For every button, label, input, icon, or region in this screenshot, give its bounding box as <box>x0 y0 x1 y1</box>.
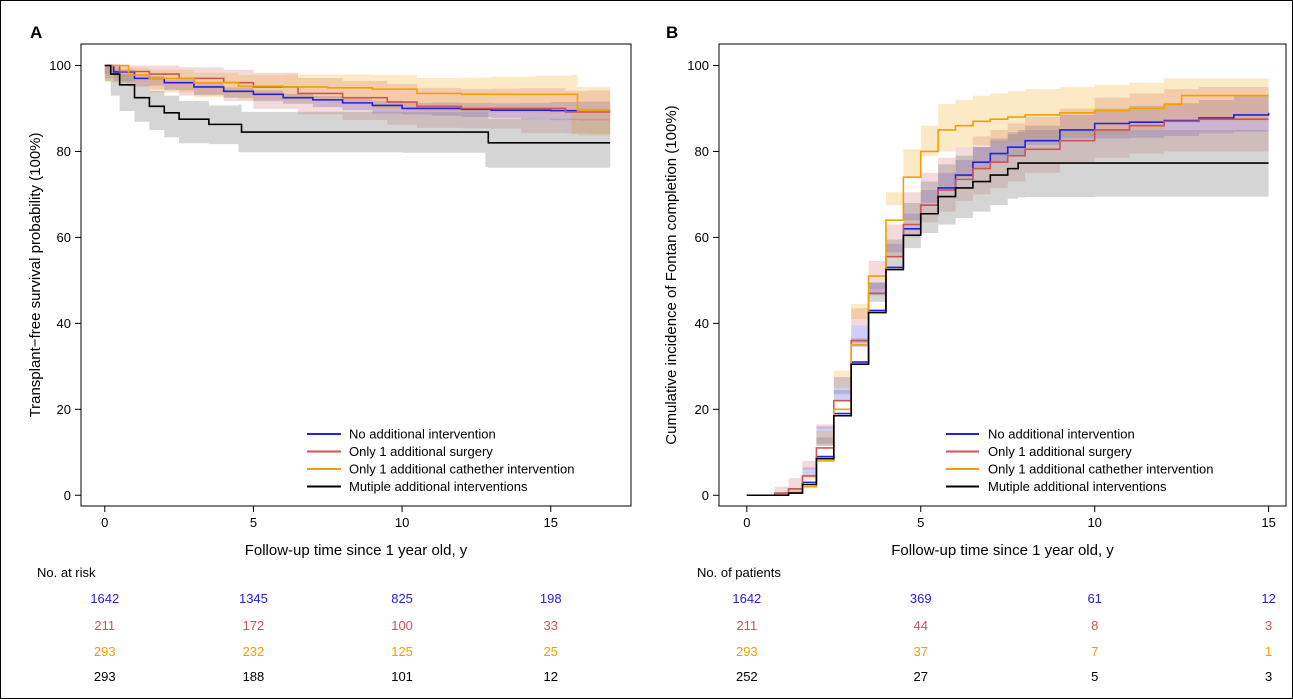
risk-table-cell: 33 <box>543 618 557 633</box>
legend-label-no-additional-intervention: No additional intervention <box>349 427 496 442</box>
risk-table-cell: 252 <box>736 669 758 684</box>
legend-label-only-1-additional-cathether-intervention: Only 1 additional cathether intervention <box>349 462 574 477</box>
series-line-mutiple-additional-interventions <box>746 162 1269 497</box>
legend-label-mutiple-additional-interventions: Mutiple additional interventions <box>349 479 528 494</box>
ci-band-mutiple-additional-interventions <box>746 129 1269 496</box>
series-line-only-1-additional-cathether-intervention <box>104 64 611 112</box>
x-tick-label: 5 <box>250 515 257 530</box>
ci-band-mutiple-additional-interventions <box>104 65 611 168</box>
risk-table-cell: 101 <box>391 669 413 684</box>
y-tick-label: 40 <box>695 316 709 331</box>
series-line-mutiple-additional-interventions <box>104 64 611 144</box>
risk-table-cell: 1642 <box>732 591 761 606</box>
risk-table-cell: 211 <box>736 618 757 633</box>
risk-table-cell: 293 <box>736 644 758 659</box>
plot-area <box>718 43 1287 507</box>
panel-letter: B <box>666 23 678 42</box>
legend-label-mutiple-additional-interventions: Mutiple additional interventions <box>988 479 1167 494</box>
legend-label-only-1-additional-surgery: Only 1 additional surgery <box>349 444 493 459</box>
risk-table-cell: 8 <box>1091 618 1098 633</box>
series-line-only-1-additional-cathether-intervention <box>746 94 1269 497</box>
y-tick-label: 0 <box>64 488 71 503</box>
y-axis-label: Cumulative incidence of Fontan completio… <box>663 105 680 444</box>
x-tick-label: 15 <box>1261 515 1275 530</box>
legend-label-only-1-additional-surgery: Only 1 additional surgery <box>988 444 1132 459</box>
y-tick-label: 40 <box>57 316 71 331</box>
risk-table-cell: 188 <box>243 669 265 684</box>
y-tick-label: 0 <box>702 488 709 503</box>
risk-table-cell: 5 <box>1091 669 1098 684</box>
ci-band-no-additional-intervention <box>104 65 611 121</box>
risk-table-cell: 3 <box>1265 669 1272 684</box>
risk-table-cell: 1 <box>1265 644 1272 659</box>
risk-table-cell: 1345 <box>239 591 268 606</box>
x-tick-label: 15 <box>543 515 557 530</box>
plot-area <box>80 43 632 507</box>
risk-table-cell: 100 <box>391 618 413 633</box>
risk-table-cell: 12 <box>543 669 557 684</box>
legend: No additional intervention Only 1 additio… <box>946 427 1213 494</box>
risk-table-cell: 61 <box>1087 591 1101 606</box>
x-tick-label: 10 <box>1087 515 1101 530</box>
x-tick-label: 10 <box>395 515 409 530</box>
risk-table-cell: 3 <box>1265 618 1272 633</box>
panel-a: A 0 5 10 15 0 20 40 60 80 100 Follow-up time since … <box>27 23 632 684</box>
y-axis-label: Transplant−free survival probability (10… <box>27 133 44 418</box>
risk-table-cell: 369 <box>910 591 932 606</box>
risk-table-cell: 27 <box>914 669 928 684</box>
risk-table-cell: 1642 <box>90 591 119 606</box>
x-tick-label: 0 <box>743 515 750 530</box>
series-line-only-1-additional-surgery <box>104 64 611 113</box>
series-line-no-additional-intervention <box>104 64 611 112</box>
risk-table-cell: 198 <box>540 591 562 606</box>
risk-table-cell: 825 <box>391 591 413 606</box>
legend: No additional intervention Only 1 additio… <box>307 427 574 494</box>
y-tick-label: 100 <box>687 58 709 73</box>
y-tick-label: 80 <box>695 144 709 159</box>
risk-table-cell: 293 <box>94 669 116 684</box>
risk-table-cell: 172 <box>243 618 265 633</box>
risk-table-cell: 44 <box>914 618 928 633</box>
y-tick-label: 20 <box>695 402 709 417</box>
x-axis-label: Follow-up time since 1 year old, y <box>245 542 468 559</box>
risk-table-cell: 211 <box>94 618 115 633</box>
y-tick-label: 60 <box>57 230 71 245</box>
risk-table-cell: 25 <box>543 644 557 659</box>
x-tick-label: 0 <box>101 515 108 530</box>
panel-letter: A <box>30 23 42 42</box>
legend-label-no-additional-intervention: No additional intervention <box>988 427 1135 442</box>
risk-table-cell: 232 <box>243 644 265 659</box>
x-axis-label: Follow-up time since 1 year old, y <box>891 542 1114 559</box>
risk-table-cell: 12 <box>1261 591 1275 606</box>
risk-table-cell: 7 <box>1091 644 1098 659</box>
legend-label-only-1-additional-cathether-intervention: Only 1 additional cathether intervention <box>988 462 1213 477</box>
risk-table-cell: 37 <box>914 644 928 659</box>
risk-table-title: No. at risk <box>37 565 96 580</box>
risk-table-cell: 293 <box>94 644 116 659</box>
risk-table-cell: 125 <box>391 644 413 659</box>
risk-table-title: No. of patients <box>697 565 781 580</box>
y-tick-label: 100 <box>49 58 71 73</box>
x-tick-label: 5 <box>917 515 924 530</box>
y-tick-label: 60 <box>695 230 709 245</box>
y-tick-label: 80 <box>57 144 71 159</box>
y-tick-label: 20 <box>57 402 71 417</box>
ci-band-only-1-additional-cathether-intervention <box>746 78 1269 496</box>
